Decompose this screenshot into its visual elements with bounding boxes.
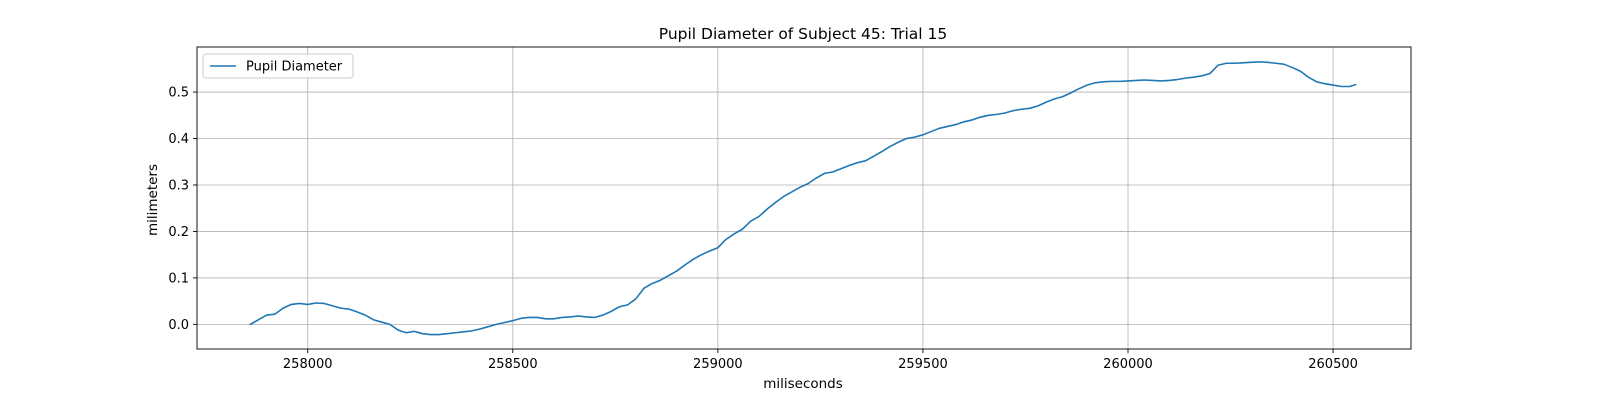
x-tick-label: 259500 (898, 357, 948, 372)
legend-box (202, 53, 354, 79)
x-tick-label: 259000 (693, 357, 743, 372)
chart-title: Pupil Diameter of Subject 45: Trial 15 (659, 25, 948, 43)
x-tick-label: 260000 (1103, 357, 1153, 372)
x-tick-label: 260500 (1308, 357, 1358, 372)
grid-lines (197, 47, 1411, 349)
y-tick-label: 0.4 (168, 132, 189, 147)
plot-frame (196, 46, 1412, 350)
y-tick-label: 0.0 (168, 318, 189, 333)
y-ticks: 0.0 0.1 0.2 0.3 0.4 0.5 (168, 86, 197, 333)
y-axis-label: milimeters (145, 164, 161, 236)
line-series (249, 61, 1357, 336)
x-tick-label: 258000 (283, 357, 333, 372)
legend-label-pupil-diameter: Pupil Diameter (246, 60, 343, 75)
y-tick-label: 0.2 (168, 225, 189, 240)
x-tick-label: 258500 (488, 357, 538, 372)
x-ticks: 258000 258500 259000 259500 260000 260500 (283, 349, 1358, 372)
y-tick-label: 0.1 (168, 271, 189, 286)
y-tick-label: 0.3 (168, 178, 189, 193)
y-tick-label: 0.5 (168, 86, 189, 101)
x-axis-label: miliseconds (763, 376, 843, 392)
series-line-pupil-diameter (249, 61, 1357, 336)
legend: Pupil Diameter (202, 53, 354, 79)
